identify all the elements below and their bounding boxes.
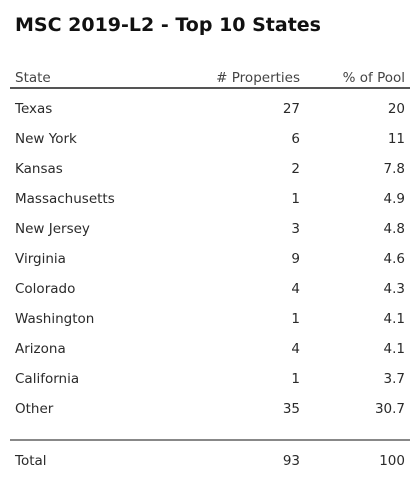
pool-cell: 4.8: [383, 221, 405, 237]
pool-cell: 4.3: [383, 281, 405, 297]
state-cell: Virginia: [15, 251, 66, 267]
state-cell: Massachusetts: [15, 191, 115, 207]
table-row: New Jersey 3 4.8: [10, 214, 410, 244]
table-row: Kansas 2 7.8: [10, 154, 410, 184]
table-row: California 1 3.7: [10, 364, 410, 394]
column-header-state: State: [15, 70, 51, 86]
column-header-properties: # Properties: [216, 70, 300, 86]
table-row: Washington 1 4.1: [10, 304, 410, 334]
state-cell: California: [15, 371, 80, 387]
state-cell: Colorado: [15, 281, 76, 297]
properties-cell: 6: [291, 131, 300, 147]
state-cell: Washington: [15, 311, 95, 327]
table-row: Massachusetts 1 4.9: [10, 184, 410, 214]
properties-cell: 9: [291, 251, 300, 267]
table-row: Virginia 9 4.6: [10, 244, 410, 274]
table-row: Texas 27 20: [10, 94, 410, 124]
pool-cell: 3.7: [383, 371, 405, 387]
state-cell: New Jersey: [15, 221, 90, 237]
page-title: MSC 2019-L2 - Top 10 States: [15, 14, 321, 36]
total-divider: [10, 424, 410, 441]
total-row: Total 93 100: [10, 446, 410, 476]
table-row: Colorado 4 4.3: [10, 274, 410, 304]
pool-cell: 4.9: [383, 191, 405, 207]
pool-cell: 7.8: [383, 161, 405, 177]
state-cell: Arizona: [15, 341, 66, 357]
properties-cell: 4: [291, 281, 300, 297]
pool-cell: 11: [387, 131, 405, 147]
properties-cell: 35: [282, 401, 300, 417]
properties-cell: 4: [291, 341, 300, 357]
properties-cell: 27: [282, 101, 300, 117]
state-cell: Texas: [15, 101, 53, 117]
properties-cell: 1: [291, 311, 300, 327]
pool-cell: 4.1: [383, 311, 405, 327]
states-table: State # Properties % of Pool Texas 27 20…: [10, 62, 410, 476]
table-header: State # Properties % of Pool: [10, 62, 410, 89]
properties-cell: 1: [291, 191, 300, 207]
properties-cell: 1: [291, 371, 300, 387]
state-cell: Other: [15, 401, 54, 417]
table-body: Texas 27 20 New York 6 11 Kansas 2 7.8 M…: [10, 89, 410, 424]
column-header-pool: % of Pool: [342, 70, 405, 86]
properties-cell: 3: [291, 221, 300, 237]
properties-cell: 2: [291, 161, 300, 177]
pool-cell: 20: [387, 101, 405, 117]
table-row: New York 6 11: [10, 124, 410, 154]
pool-cell: 4.6: [383, 251, 405, 267]
state-cell: Kansas: [15, 161, 63, 177]
total-pool: 100: [379, 453, 405, 469]
table-row: Arizona 4 4.1: [10, 334, 410, 364]
total-label: Total: [15, 453, 47, 469]
pool-cell: 4.1: [383, 341, 405, 357]
total-properties: 93: [282, 453, 300, 469]
pool-cell: 30.7: [374, 401, 405, 417]
table-row: Other 35 30.7: [10, 394, 410, 424]
state-cell: New York: [15, 131, 77, 147]
